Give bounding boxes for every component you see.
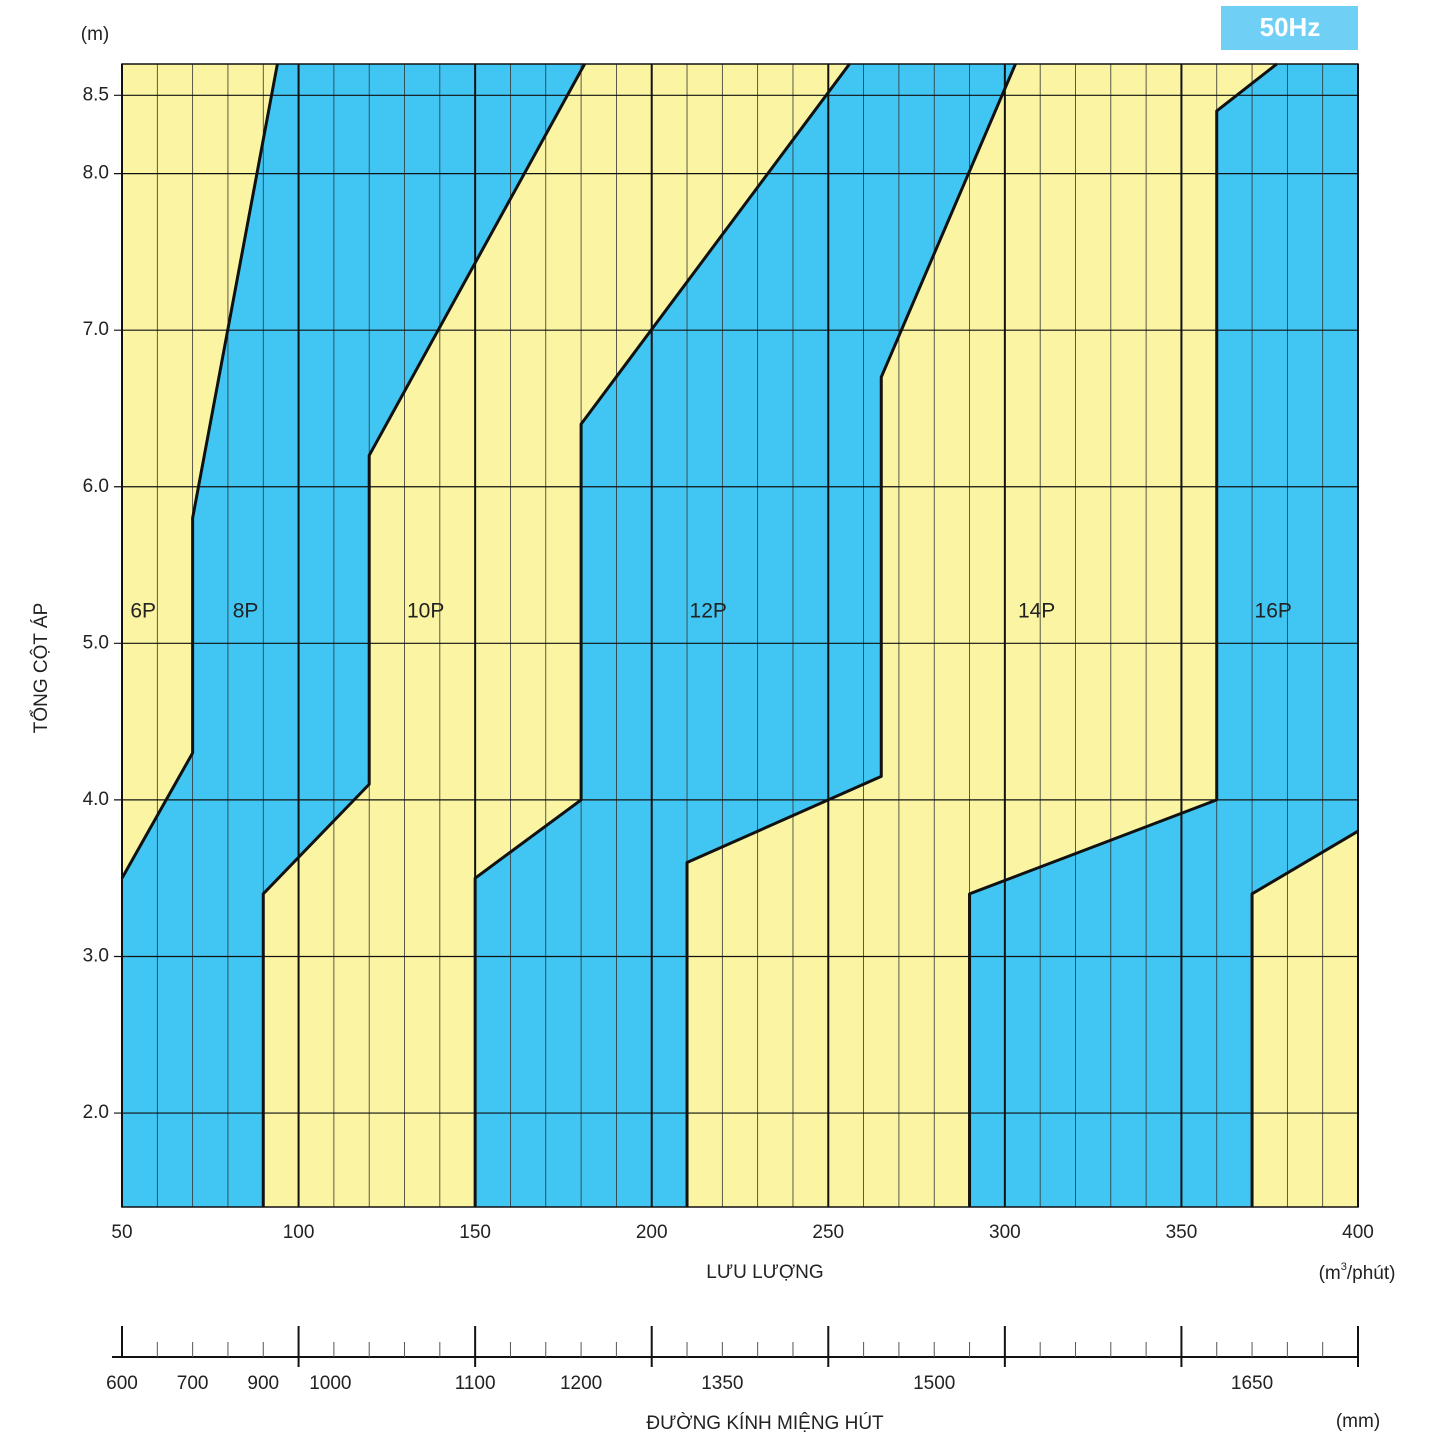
y-tick-label: 8.5 (83, 84, 109, 105)
x-tick-label: 400 (1342, 1222, 1374, 1243)
band (969, 64, 1358, 1207)
region-label: 10P (407, 600, 444, 623)
x-unit-part: /phút) (1347, 1263, 1396, 1284)
diameter-label: ĐƯỜNG KÍNH MIỆNG HÚT (646, 1412, 884, 1434)
boundary (261, 63, 586, 1207)
boundary (473, 63, 851, 1207)
x-tick-label: 150 (459, 1222, 491, 1243)
diameter-tick-label: 900 (247, 1373, 279, 1394)
boundary (120, 63, 279, 879)
diameter-tick-label: 1500 (913, 1373, 955, 1394)
diameter-tick-label: 600 (106, 1373, 138, 1394)
y-tick-label: 4.0 (83, 789, 109, 810)
x-tick-label: 350 (1166, 1222, 1198, 1243)
x-axis-label: LƯU LƯỢNG (706, 1262, 823, 1283)
plot-border (121, 63, 1359, 1208)
diameter-tick-label: 1200 (560, 1373, 602, 1394)
diameter-tick-label: 1100 (455, 1373, 496, 1394)
y-tick-label: 8.0 (83, 163, 109, 184)
badge-box (1221, 6, 1358, 50)
y-axis-label: TỔNG CỘT ÁP (30, 603, 52, 734)
x-tick-label: 250 (812, 1222, 844, 1243)
diameter-tick-label: 700 (177, 1373, 209, 1394)
region-label: 6P (130, 600, 156, 623)
x-tick-label: 300 (989, 1222, 1021, 1243)
badge: 50Hz (1260, 12, 1321, 42)
x-unit-part: (m (1319, 1263, 1341, 1284)
x-tick-label: 100 (283, 1222, 315, 1243)
y-unit: (m) (81, 24, 109, 45)
diameter-tick-label: 1650 (1231, 1373, 1273, 1394)
region-label: 14P (1018, 600, 1055, 623)
x-tick-label: 200 (636, 1222, 668, 1243)
y-tick-label: 7.0 (83, 319, 109, 340)
y-tick-label: 2.0 (83, 1102, 109, 1123)
y-tick-label: 5.0 (83, 632, 109, 653)
x-tick-label: 50 (111, 1222, 132, 1243)
diameter-unit: (mm) (1336, 1411, 1380, 1432)
x-unit-sup: 3 (1341, 1261, 1347, 1273)
boundary (968, 62, 1278, 1207)
region-label: 16P (1255, 600, 1292, 623)
region-label: 8P (233, 600, 259, 623)
diameter-tick-label: 1350 (701, 1373, 743, 1394)
x-unit: (m3/phút) (1319, 1261, 1396, 1284)
y-tick-label: 3.0 (83, 945, 109, 966)
y-tick-label: 6.0 (83, 476, 109, 497)
band (475, 64, 1016, 1207)
band (122, 64, 585, 1207)
diameter-tick-label: 1000 (309, 1373, 351, 1394)
boundary (685, 63, 1017, 1207)
region-label: 12P (690, 600, 727, 623)
boundary (1250, 829, 1359, 1207)
